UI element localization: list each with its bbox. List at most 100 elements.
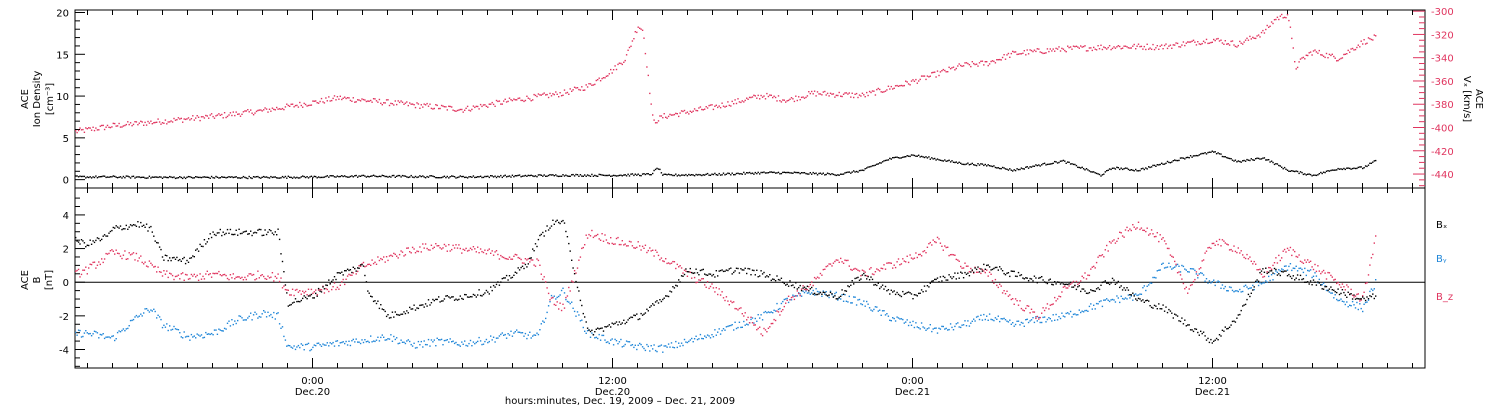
data-point — [485, 175, 488, 178]
data-point — [990, 318, 992, 321]
data-point — [291, 302, 294, 304]
data-point — [1286, 14, 1289, 16]
data-point — [170, 176, 172, 178]
data-point — [1347, 167, 1349, 169]
data-point — [1285, 168, 1287, 170]
data-point — [1026, 277, 1028, 279]
data-point — [92, 240, 94, 242]
data-point — [1077, 314, 1079, 316]
data-point — [221, 176, 223, 178]
data-point — [764, 172, 767, 174]
data-point — [575, 280, 577, 283]
data-point — [346, 176, 349, 178]
data-point — [134, 224, 136, 226]
data-point — [1085, 309, 1088, 312]
data-point — [1296, 270, 1299, 272]
data-point — [1153, 48, 1156, 51]
data-point — [986, 269, 988, 271]
data-point — [1113, 167, 1115, 169]
data-point — [414, 309, 417, 311]
data-point — [270, 230, 272, 232]
data-point — [261, 274, 263, 276]
data-point — [1059, 50, 1062, 52]
data-point — [511, 335, 514, 337]
data-point — [1013, 325, 1015, 327]
data-point — [920, 255, 923, 257]
data-point — [1275, 163, 1277, 165]
data-point — [542, 320, 544, 322]
data-point — [141, 225, 143, 227]
data-point — [876, 88, 878, 91]
data-point — [874, 164, 877, 166]
data-point — [1257, 34, 1260, 36]
data-point — [738, 272, 741, 274]
data-point — [1318, 173, 1320, 175]
data-point — [1375, 235, 1377, 237]
data-point — [1071, 163, 1073, 165]
data-point — [1158, 48, 1160, 50]
data-point — [332, 279, 334, 281]
data-point — [644, 173, 647, 176]
data-point — [1210, 247, 1212, 249]
data-point — [375, 263, 378, 265]
data-point — [1001, 56, 1004, 59]
data-point — [323, 288, 326, 290]
data-point — [1133, 293, 1135, 296]
data-point — [701, 108, 703, 111]
data-point — [702, 278, 704, 280]
data-point — [1373, 242, 1375, 244]
data-point — [485, 289, 488, 292]
data-point — [779, 173, 781, 175]
data-point — [936, 277, 939, 279]
data-point — [741, 326, 743, 328]
data-point — [355, 101, 357, 103]
data-point — [1077, 283, 1079, 286]
data-point — [532, 175, 534, 177]
data-point — [1275, 268, 1277, 271]
data-point — [978, 62, 981, 64]
data-point — [685, 341, 687, 343]
data-point — [614, 338, 616, 341]
data-point — [354, 267, 356, 270]
data-point — [1068, 46, 1070, 49]
data-point — [167, 121, 169, 123]
data-point — [439, 107, 441, 110]
data-point — [868, 166, 871, 168]
data-point — [151, 264, 153, 266]
data-point — [858, 94, 861, 96]
data-point — [254, 112, 256, 114]
data-point — [994, 62, 997, 64]
data-point — [897, 258, 900, 260]
data-point — [864, 271, 866, 273]
data-point — [294, 348, 297, 351]
data-point — [1161, 263, 1163, 265]
data-point — [299, 346, 301, 349]
data-point — [1291, 170, 1293, 172]
data-point — [231, 319, 233, 321]
data-point — [1255, 280, 1257, 283]
data-point — [547, 292, 550, 295]
data-point — [1189, 268, 1192, 270]
data-point — [893, 317, 895, 320]
data-point — [86, 176, 88, 178]
data-point — [581, 304, 583, 307]
data-point — [757, 327, 759, 330]
data-point — [248, 315, 250, 318]
data-point — [98, 129, 100, 131]
data-point — [234, 176, 236, 178]
data-point — [1145, 167, 1147, 169]
data-point — [1364, 165, 1367, 167]
data-point — [545, 175, 547, 177]
data-point — [368, 292, 370, 294]
data-point — [300, 176, 302, 178]
data-point — [380, 102, 382, 104]
data-point — [824, 291, 826, 294]
data-point — [265, 316, 268, 318]
data-point — [1165, 162, 1167, 164]
data-point — [1075, 288, 1078, 291]
data-point — [487, 249, 489, 252]
data-point — [1169, 44, 1172, 46]
data-point — [1082, 45, 1085, 48]
data-point — [565, 296, 567, 299]
data-point — [315, 344, 317, 347]
